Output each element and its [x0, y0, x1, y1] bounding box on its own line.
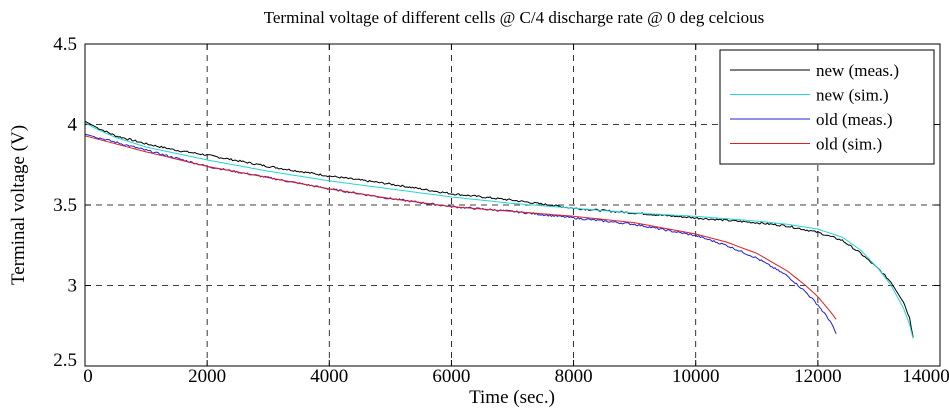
- grid: [85, 44, 940, 366]
- x-tick-label: 14000: [902, 366, 949, 387]
- x-axis-label: Time (sec.): [469, 387, 555, 408]
- x-tick-label: 8000: [555, 366, 593, 387]
- series-line-old-sim: [84, 135, 837, 320]
- x-tick-label: 4000: [310, 366, 348, 387]
- y-tick-label: 3.5: [53, 195, 77, 216]
- x-tick-label: 0: [83, 366, 93, 387]
- x-tick-label: 6000: [432, 366, 470, 387]
- series-group: [84, 120, 914, 339]
- y-tick-label: 3: [68, 276, 78, 297]
- chart-title: Terminal voltage of different cells @ C/…: [264, 8, 765, 27]
- legend: new (meas.) new (sim.) old (meas.) old (sim…: [719, 49, 935, 165]
- x-tick-label: 12000: [794, 366, 842, 387]
- legend-label: new (meas.): [816, 61, 899, 80]
- x-tick-label: 2000: [188, 366, 226, 387]
- plot-frame: [84, 43, 941, 367]
- y-tick-label: 4: [68, 115, 78, 136]
- y-axis-label: Terminal voltage (V): [8, 125, 29, 285]
- y-tick-label: 4.5: [53, 34, 77, 55]
- x-tick-label: 10000: [672, 366, 720, 387]
- axis-ticks: 0 2000 4000 6000 8000 10000 12000 14000 2.5 3 3.5 4…: [53, 34, 949, 387]
- y-tick-label: 2.5: [53, 350, 77, 371]
- legend-label: new (sim.): [816, 86, 889, 105]
- legend-label: old (meas.): [816, 110, 892, 129]
- series-line-new-sim: [84, 122, 914, 339]
- legend-label: old (sim.): [816, 135, 882, 154]
- legend-box: [719, 49, 935, 165]
- series-line-new-meas: [84, 120, 914, 338]
